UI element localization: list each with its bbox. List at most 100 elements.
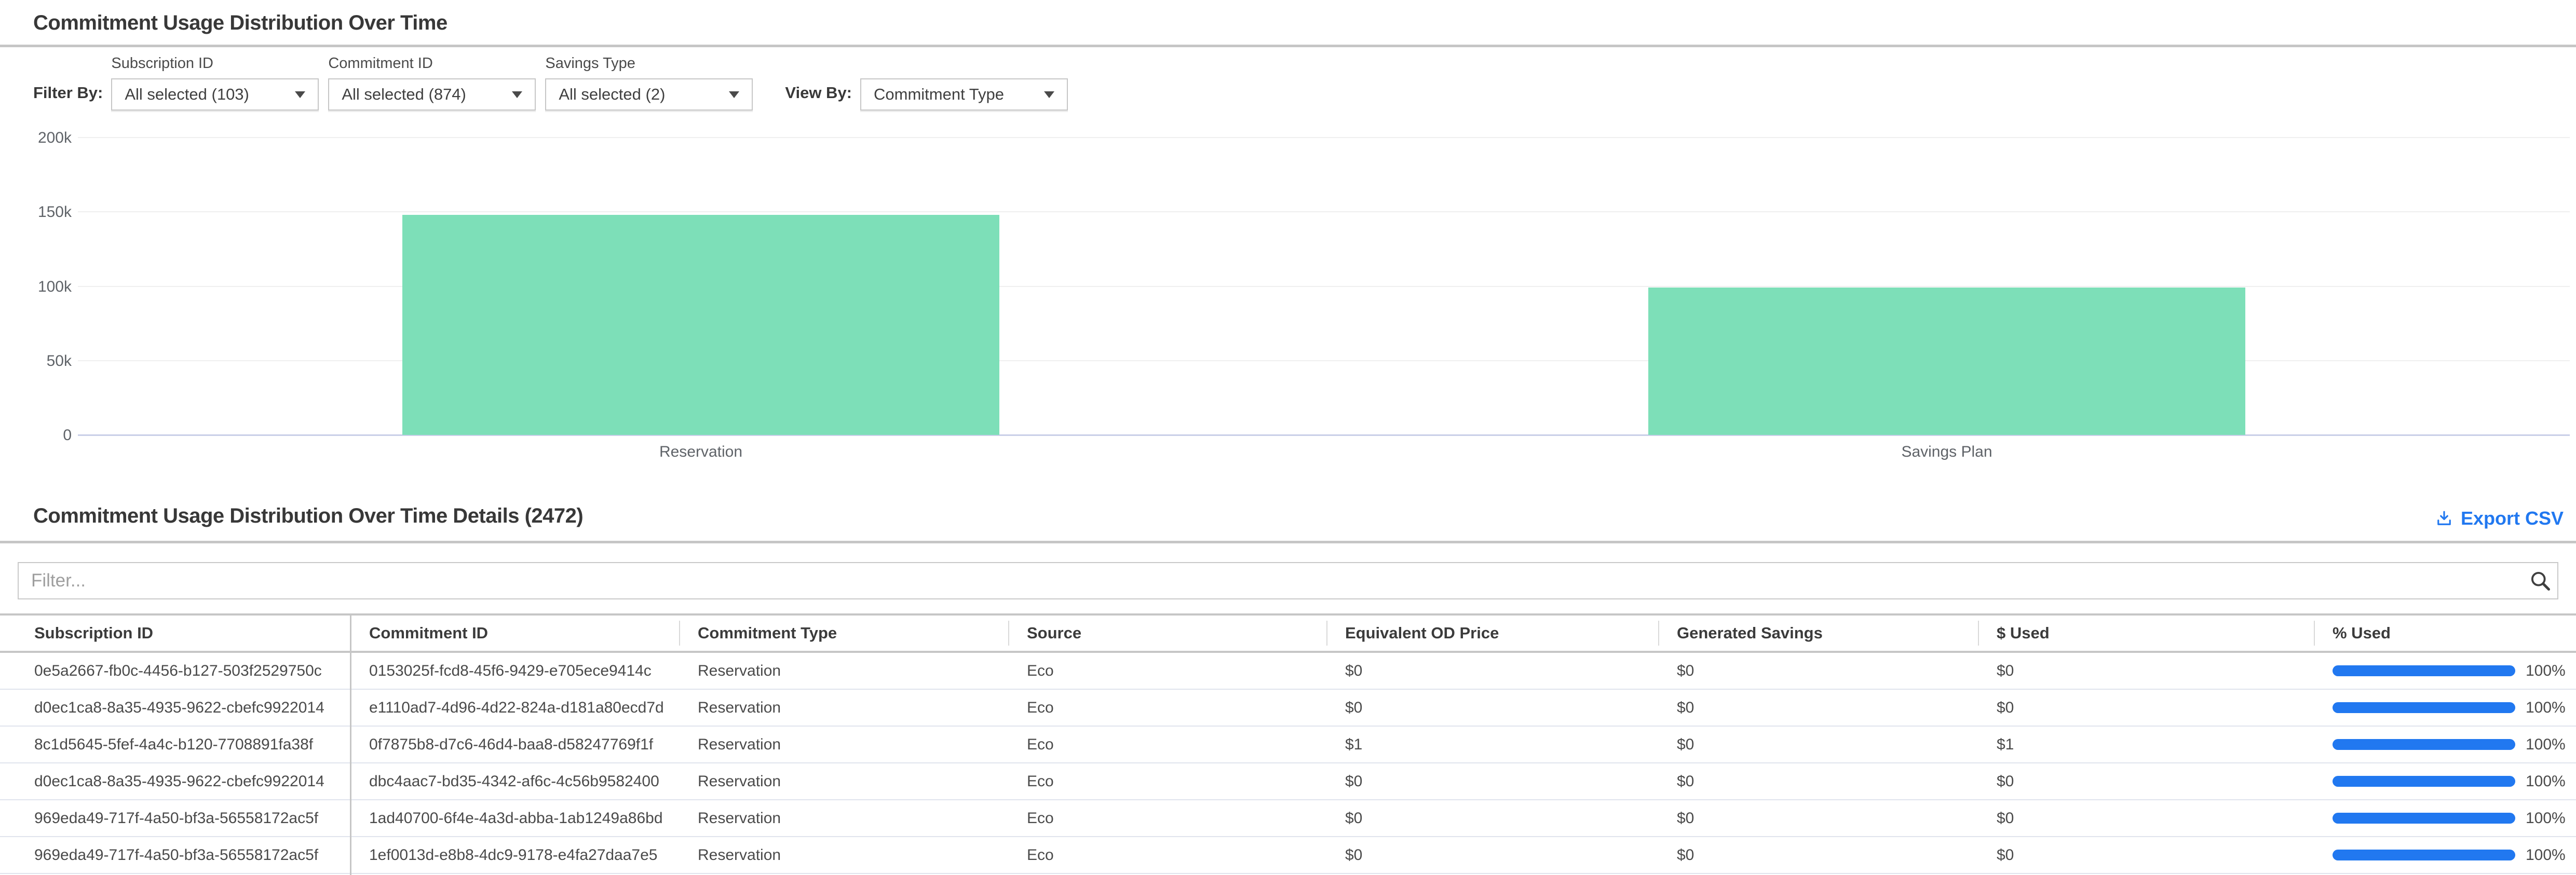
subscription-id-cell: d0ec1ca8-8a35-4935-9622-cbefc9922014	[0, 763, 350, 800]
col-header-commitment-type: Commitment Type	[679, 613, 1008, 653]
commitment-type-cell: Reservation	[679, 689, 1008, 727]
usage-pct-label: 100%	[2526, 772, 2566, 790]
subscription-id-cell: 969eda49-717f-4a50-bf3a-56558172ac5f	[0, 800, 350, 837]
dollars-used-cell: $0	[1978, 837, 2314, 874]
view-by-dropdown[interactable]: Commitment Type	[860, 78, 1068, 111]
bar-chart: 0 50k 100k 150k 200k Reservation Savings Plan	[0, 125, 2576, 462]
table-row: 0e5a2667-fb0c-4456-b127-503f2529750c 015…	[0, 652, 2576, 690]
commitment-id-cell: 1ad40700-6f4e-4a3d-abba-1ab1249a86bd	[350, 800, 679, 837]
equivalent-od-price-cell: $1	[1326, 726, 1658, 763]
usage-pct-label: 100%	[2526, 735, 2566, 753]
dollars-used-cell: $0	[1978, 652, 2314, 690]
usage-progress-bar	[2333, 739, 2515, 750]
y-axis-tick: 100k	[37, 278, 72, 295]
usage-progress-bar	[2333, 702, 2515, 713]
subscription-id-filter-value: All selected (103)	[125, 85, 249, 103]
chart-bar-savings-plan[interactable]	[1648, 288, 2245, 435]
gridline	[78, 285, 2570, 287]
generated-savings-cell: $0	[1658, 763, 1978, 800]
table-row: d0ec1ca8-8a35-4935-9622-cbefc9922014 dbc…	[0, 763, 2576, 800]
col-header-dollars-used: $ Used	[1978, 613, 2314, 653]
x-axis-label: Savings Plan	[1901, 443, 1992, 460]
commitment-type-cell: Reservation	[679, 726, 1008, 763]
col-header-equivalent-od-price: Equivalent OD Price	[1326, 613, 1658, 653]
subscription-id-cell: 969eda49-717f-4a50-bf3a-56558172ac5f	[0, 837, 350, 874]
y-axis-tick: 150k	[37, 203, 72, 221]
commitment-id-filter-group: Commitment ID All selected (874)	[328, 55, 536, 111]
export-csv-button[interactable]: Export CSV	[2435, 508, 2564, 529]
chevron-down-icon	[1044, 91, 1055, 98]
col-header-pct-used: % Used	[2314, 613, 2576, 653]
col-header-generated-savings: Generated Savings	[1658, 613, 1978, 653]
equivalent-od-price-cell: $0	[1326, 800, 1658, 837]
generated-savings-cell: $0	[1658, 800, 1978, 837]
source-cell: Eco	[1008, 726, 1326, 763]
table-header: Subscription ID Commitment ID Commitment…	[0, 613, 2576, 653]
filter-bar: Filter By: Subscription ID All selected …	[33, 55, 1077, 111]
table-row: d0ec1ca8-8a35-4935-9622-cbefc9922014 e11…	[0, 689, 2576, 727]
source-cell: Eco	[1008, 689, 1326, 727]
commitment-id-cell: e1110ad7-4d96-4d22-824a-d181a80ecd7d	[350, 689, 679, 727]
commitment-type-cell: Reservation	[679, 652, 1008, 690]
export-csv-label: Export CSV	[2460, 508, 2564, 529]
commitment-id-filter-dropdown[interactable]: All selected (874)	[328, 78, 536, 111]
table-row: 969eda49-717f-4a50-bf3a-56558172ac5f 1ad…	[0, 800, 2576, 837]
chevron-down-icon	[512, 91, 523, 98]
commitment-type-cell: Reservation	[679, 800, 1008, 837]
commitment-id-filter-value: All selected (874)	[342, 85, 466, 103]
table-row: 969eda49-717f-4a50-bf3a-56558172ac5f 1ef…	[0, 837, 2576, 874]
usage-progress-bar	[2333, 665, 2515, 676]
equivalent-od-price-cell: $0	[1326, 652, 1658, 690]
subscription-id-cell: 8c1d5645-5fef-4a4c-b120-7708891fa38f	[0, 726, 350, 763]
dollars-used-cell: $1	[1978, 726, 2314, 763]
generated-savings-cell: $0	[1658, 689, 1978, 727]
source-cell: Eco	[1008, 800, 1326, 837]
subscription-id-cell: d0ec1ca8-8a35-4935-9622-cbefc9922014	[0, 689, 350, 727]
x-axis-label: Reservation	[659, 443, 743, 460]
view-by-value: Commitment Type	[874, 85, 1004, 103]
col-header-commitment-id: Commitment ID	[350, 613, 679, 653]
dollars-used-cell: $0	[1978, 763, 2314, 800]
usage-pct-label: 100%	[2526, 699, 2566, 716]
chart-bar-reservation[interactable]	[402, 214, 999, 435]
col-header-subscription-id: Subscription ID	[0, 613, 350, 653]
usage-pct-label: 100%	[2526, 662, 2566, 679]
pct-used-cell: 100%	[2314, 800, 2576, 837]
pct-used-cell: 100%	[2314, 763, 2576, 800]
commitment-id-cell: 1ef0013d-e8b8-4dc9-9178-e4fa27daa7e5	[350, 837, 679, 874]
y-axis-tick: 200k	[37, 129, 72, 146]
search-icon	[2531, 571, 2550, 591]
subscription-id-filter-dropdown[interactable]: All selected (103)	[111, 78, 319, 111]
pct-used-cell: 100%	[2314, 652, 2576, 690]
commitment-type-cell: Reservation	[679, 763, 1008, 800]
source-cell: Eco	[1008, 837, 1326, 874]
equivalent-od-price-cell: $0	[1326, 837, 1658, 874]
savings-type-filter-value: All selected (2)	[559, 85, 666, 103]
y-axis-tick: 0	[63, 427, 72, 444]
bar-chart-plot-area	[78, 137, 2570, 436]
equivalent-od-price-cell: $0	[1326, 689, 1658, 727]
pct-used-cell: 100%	[2314, 689, 2576, 727]
page-title: Commitment Usage Distribution Over Time	[33, 11, 448, 34]
table-filter-input[interactable]	[18, 562, 2558, 599]
subscription-id-filter-group: Subscription ID All selected (103)	[111, 55, 319, 111]
filter-by-label: Filter By:	[33, 84, 103, 102]
savings-type-filter-dropdown[interactable]: All selected (2)	[545, 78, 753, 111]
details-table: Subscription ID Commitment ID Commitment…	[0, 613, 2576, 874]
generated-savings-cell: $0	[1658, 652, 1978, 690]
savings-type-filter-label: Savings Type	[545, 55, 635, 72]
section-divider	[0, 541, 2576, 543]
pinned-column-divider	[350, 613, 351, 875]
generated-savings-cell: $0	[1658, 726, 1978, 763]
y-axis-tick: 50k	[46, 352, 72, 370]
pct-used-cell: 100%	[2314, 726, 2576, 763]
section-divider	[0, 45, 2576, 47]
source-cell: Eco	[1008, 763, 1326, 800]
view-by-label: View By:	[785, 84, 852, 102]
chevron-down-icon	[729, 91, 740, 98]
details-title: Commitment Usage Distribution Over Time …	[33, 504, 584, 527]
gridline	[78, 137, 2570, 138]
source-cell: Eco	[1008, 652, 1326, 690]
view-by-group: Commitment Type	[860, 78, 1068, 111]
